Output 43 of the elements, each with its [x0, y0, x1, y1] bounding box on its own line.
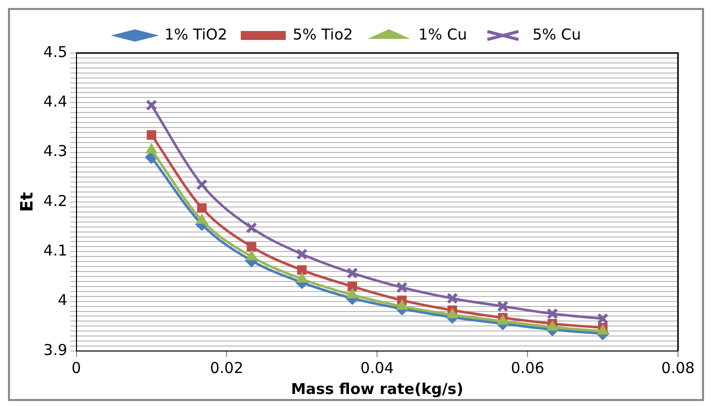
- y-tick-label: 4.2: [43, 192, 68, 210]
- point: [446, 292, 458, 304]
- point: [497, 300, 508, 312]
- x-tick-label: 0.08: [661, 358, 695, 377]
- point: [197, 203, 207, 213]
- point: [146, 130, 156, 140]
- legend-label: 1% Cu: [418, 25, 467, 44]
- y-tick-label: 3.9: [43, 340, 68, 359]
- y-tick-label: 4.3: [43, 142, 68, 160]
- point: [597, 324, 608, 335]
- point: [246, 250, 258, 260]
- x-tick-label: 0: [71, 358, 82, 377]
- point: [146, 99, 158, 111]
- point: [546, 320, 558, 331]
- point: [196, 178, 208, 190]
- point: [446, 308, 458, 318]
- point: [396, 300, 408, 310]
- x-tick-label: 0.04: [360, 358, 394, 377]
- point: [146, 143, 158, 154]
- y-axis-title: Et: [18, 192, 38, 212]
- legend-label: 5% Tio2: [292, 25, 353, 44]
- x-tick-label: 0.02: [210, 358, 244, 377]
- point: [246, 222, 258, 234]
- x-axis-title: Mass flow rate(kg/s): [290, 380, 464, 398]
- point: [297, 265, 307, 275]
- point: [296, 272, 308, 282]
- point: [346, 267, 358, 279]
- point: [497, 314, 508, 325]
- y-tick-label: 4.1: [43, 242, 68, 260]
- point: [246, 242, 256, 252]
- point: [346, 288, 358, 298]
- point: [396, 282, 408, 294]
- point: [296, 248, 308, 260]
- legend-label: 1% TiO2: [164, 25, 228, 44]
- legend-label: 5% Cu: [532, 25, 582, 44]
- point: [597, 312, 609, 324]
- point: [196, 214, 208, 224]
- y-tick-label: 4.4: [43, 92, 68, 111]
- x-tick-label: 0.06: [510, 358, 544, 377]
- y-tick-label: 4.5: [43, 42, 68, 61]
- y-tick-label: 4: [58, 291, 68, 310]
- point: [348, 282, 358, 292]
- point: [546, 308, 558, 320]
